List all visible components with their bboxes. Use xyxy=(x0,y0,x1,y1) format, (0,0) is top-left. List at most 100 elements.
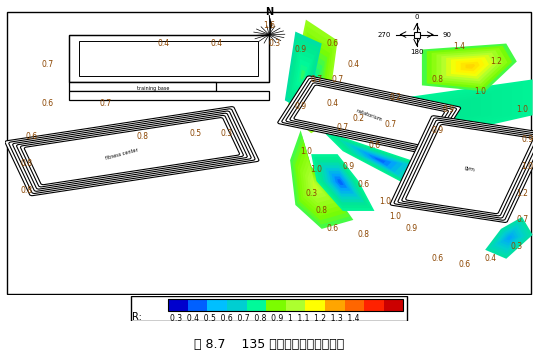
Text: 0.9: 0.9 xyxy=(342,162,354,171)
Polygon shape xyxy=(295,97,327,128)
Polygon shape xyxy=(311,154,374,211)
Polygon shape xyxy=(285,20,337,127)
Polygon shape xyxy=(456,59,484,74)
Polygon shape xyxy=(322,80,533,139)
Polygon shape xyxy=(397,104,461,122)
Text: 1.0: 1.0 xyxy=(521,162,533,171)
Polygon shape xyxy=(343,87,512,134)
Polygon shape xyxy=(368,154,391,166)
Text: 1.6: 1.6 xyxy=(263,21,275,30)
Polygon shape xyxy=(308,109,315,116)
Text: 0.4: 0.4 xyxy=(158,39,169,48)
Polygon shape xyxy=(446,55,493,79)
Polygon shape xyxy=(296,59,310,88)
Polygon shape xyxy=(314,157,371,208)
Text: 0.7: 0.7 xyxy=(337,123,349,132)
Polygon shape xyxy=(485,217,533,259)
Text: 0.4: 0.4 xyxy=(348,60,359,69)
Polygon shape xyxy=(427,46,512,89)
Polygon shape xyxy=(354,90,501,132)
Bar xyxy=(286,299,306,311)
Polygon shape xyxy=(465,64,475,69)
Polygon shape xyxy=(301,70,305,80)
Polygon shape xyxy=(306,107,316,118)
Text: 0.2: 0.2 xyxy=(352,114,365,123)
Polygon shape xyxy=(335,176,347,188)
FancyBboxPatch shape xyxy=(390,116,538,223)
Polygon shape xyxy=(491,222,527,253)
Text: 0.6: 0.6 xyxy=(26,132,38,141)
Text: 0.7: 0.7 xyxy=(516,215,528,224)
Polygon shape xyxy=(299,100,323,125)
Text: 0.9: 0.9 xyxy=(295,45,307,54)
Text: 1.2: 1.2 xyxy=(490,57,501,66)
Bar xyxy=(246,299,266,311)
Text: 0.9: 0.9 xyxy=(521,135,533,144)
Bar xyxy=(168,299,188,311)
Text: 0.7: 0.7 xyxy=(384,120,397,129)
Polygon shape xyxy=(293,39,330,114)
Polygon shape xyxy=(376,97,481,127)
Polygon shape xyxy=(290,91,332,133)
Text: 0.3: 0.3 xyxy=(305,189,317,197)
Polygon shape xyxy=(294,95,329,130)
Text: gym: gym xyxy=(463,165,475,173)
Text: N: N xyxy=(265,7,273,17)
Polygon shape xyxy=(310,175,323,195)
Text: 0.9: 0.9 xyxy=(442,105,454,114)
Text: 0.3  0.4  0.5  0.6  0.7  0.8  0.9  1  1.1  1.2  1.3  1.4: 0.3 0.4 0.5 0.6 0.7 0.8 0.9 1 1.1 1.2 1.… xyxy=(169,314,359,323)
Polygon shape xyxy=(269,15,272,34)
Polygon shape xyxy=(305,164,330,203)
Text: 1.0: 1.0 xyxy=(379,197,391,207)
Text: 0.5: 0.5 xyxy=(189,129,201,138)
Bar xyxy=(227,299,246,311)
Polygon shape xyxy=(339,139,420,181)
Polygon shape xyxy=(506,235,512,240)
Polygon shape xyxy=(337,179,344,185)
Text: 0.7: 0.7 xyxy=(331,75,344,84)
Polygon shape xyxy=(301,102,322,123)
Polygon shape xyxy=(292,93,330,131)
Text: 270: 270 xyxy=(377,32,391,38)
Text: 1.4: 1.4 xyxy=(453,42,465,51)
Text: 0.6: 0.6 xyxy=(458,260,470,269)
Polygon shape xyxy=(320,163,364,202)
Text: 1.0: 1.0 xyxy=(310,165,322,174)
Text: 0.7: 0.7 xyxy=(41,60,54,69)
Polygon shape xyxy=(329,171,354,193)
Text: 0.3: 0.3 xyxy=(268,39,280,48)
Polygon shape xyxy=(325,168,357,197)
Polygon shape xyxy=(500,230,518,246)
Text: 0: 0 xyxy=(414,14,419,20)
Polygon shape xyxy=(289,43,317,101)
Bar xyxy=(69,82,216,91)
Polygon shape xyxy=(285,32,322,109)
Polygon shape xyxy=(309,110,313,114)
Text: 0.2: 0.2 xyxy=(390,93,401,102)
Polygon shape xyxy=(295,141,346,220)
Polygon shape xyxy=(328,133,432,187)
Text: 0.3: 0.3 xyxy=(221,129,233,138)
Text: 0.4: 0.4 xyxy=(484,254,497,263)
FancyBboxPatch shape xyxy=(278,76,461,155)
Text: fitness center: fitness center xyxy=(104,147,138,161)
Polygon shape xyxy=(331,174,350,191)
Bar xyxy=(306,299,325,311)
Polygon shape xyxy=(301,58,322,100)
Bar xyxy=(69,91,269,100)
Polygon shape xyxy=(334,136,426,184)
Text: 0.6: 0.6 xyxy=(369,141,380,150)
Text: 0.8: 0.8 xyxy=(358,230,370,239)
Text: 0.4: 0.4 xyxy=(210,39,222,48)
Polygon shape xyxy=(322,130,438,190)
Bar xyxy=(188,299,208,311)
Bar xyxy=(69,34,269,82)
Bar xyxy=(208,299,227,311)
Polygon shape xyxy=(304,64,320,96)
Text: 0.8: 0.8 xyxy=(137,132,148,141)
Text: 0.6: 0.6 xyxy=(326,224,338,233)
Bar xyxy=(69,34,269,82)
Polygon shape xyxy=(290,130,353,229)
Polygon shape xyxy=(323,165,361,200)
Polygon shape xyxy=(298,64,308,84)
